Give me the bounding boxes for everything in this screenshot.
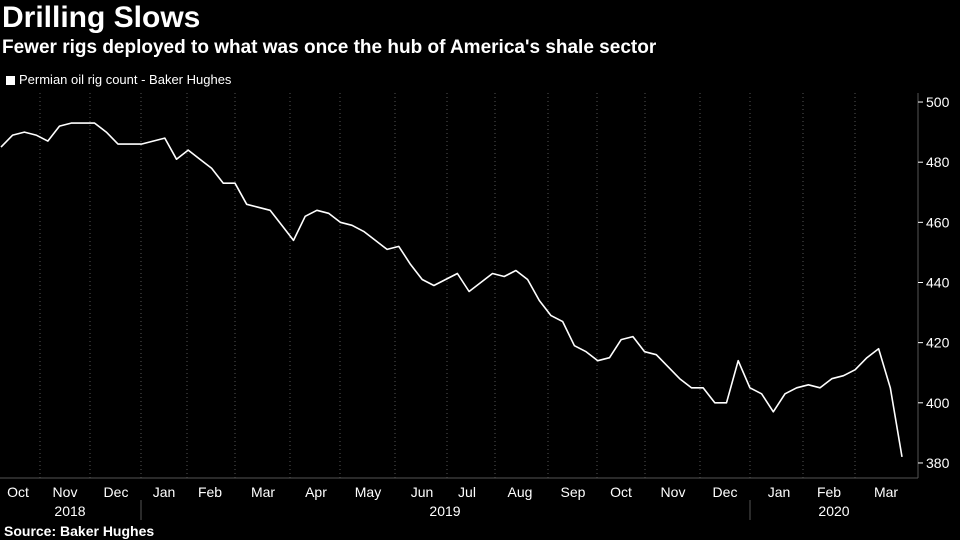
x-tick-label: Jun xyxy=(411,484,434,500)
year-label: 2020 xyxy=(818,503,849,519)
x-tick-label: Dec xyxy=(713,484,738,500)
chart-subtitle: Fewer rigs deployed to what was once the… xyxy=(2,37,657,58)
x-tick-label: Sep xyxy=(561,484,586,500)
x-tick-label: Dec xyxy=(104,484,129,500)
x-tick-label: Nov xyxy=(53,484,78,500)
series-line-permian-rig-count xyxy=(0,122,903,458)
x-tick-label: Nov xyxy=(661,484,686,500)
legend-swatch xyxy=(6,75,15,85)
y-tick-label: 420 xyxy=(926,335,950,351)
year-label: 2018 xyxy=(54,503,85,519)
x-tick-label: Aug xyxy=(508,484,533,500)
y-tick-label: 400 xyxy=(926,395,950,411)
y-tick-label: 480 xyxy=(926,154,950,170)
x-tick-label: Oct xyxy=(610,484,632,500)
x-tick-label: Feb xyxy=(817,484,841,500)
x-tick-label: Jul xyxy=(458,484,476,500)
source-note: Source: Baker Hughes xyxy=(4,523,155,539)
legend: Permian oil rig count - Baker Hughes xyxy=(6,71,231,89)
y-tick-label: 460 xyxy=(926,214,950,230)
x-tick-label: May xyxy=(355,484,381,500)
x-tick-label: Feb xyxy=(198,484,222,500)
y-tick-label: 440 xyxy=(926,274,950,290)
x-tick-label: Apr xyxy=(305,484,327,500)
x-tick-label: Jan xyxy=(153,484,176,500)
x-tick-label: Jan xyxy=(768,484,791,500)
x-tick-label: Mar xyxy=(874,484,898,500)
legend-label: Permian oil rig count - Baker Hughes xyxy=(19,72,232,87)
year-label: 2019 xyxy=(429,503,460,519)
x-tick-label: Mar xyxy=(251,484,275,500)
x-tick-label: Oct xyxy=(7,484,29,500)
y-tick-label: 500 xyxy=(926,94,950,110)
chart-title: Drilling Slows xyxy=(2,1,201,34)
y-tick-label: 380 xyxy=(926,455,950,471)
